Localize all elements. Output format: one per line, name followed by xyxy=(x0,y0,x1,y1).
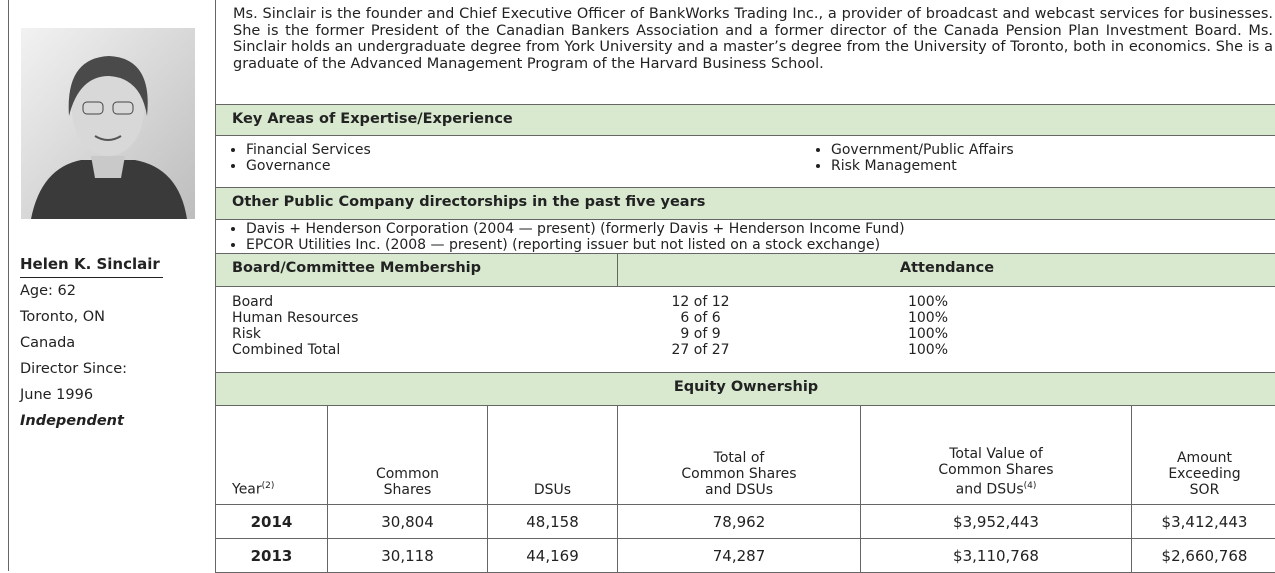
column-header-text: Amount Exceeding SOR xyxy=(1168,450,1241,498)
attendance-rate: 100% xyxy=(907,326,949,342)
profile-details: Age: 62 Toronto, ON Canada Director Since: J… xyxy=(20,278,127,434)
section-header: Equity Ownership xyxy=(215,372,1275,406)
expertise-list: Government/Public AffairsRisk Management xyxy=(801,142,1014,174)
expertise-item: Governance xyxy=(246,158,371,174)
profile-detail: Director Since: xyxy=(20,361,128,377)
column-header: Total Value of Common Shares and DSUs(4) xyxy=(860,405,1132,505)
value-cell: 78,962 xyxy=(617,504,861,539)
meetings: 6 of 6 xyxy=(680,310,721,326)
value-cell: 30,118 xyxy=(327,538,488,573)
committee-column: Board Human Resources Risk Combined Total xyxy=(232,294,612,358)
committee: Human Resources xyxy=(232,310,359,326)
expertise-cell: Financial ServicesGovernance Government/P… xyxy=(215,135,1275,188)
profile-detail: June 1996 xyxy=(20,387,94,403)
expertise-item: Risk Management xyxy=(831,158,1014,174)
value-cell: $3,952,443 xyxy=(860,504,1132,539)
directorship-item: Davis + Henderson Corporation (2004 — pr… xyxy=(246,221,1275,237)
left-rule xyxy=(8,0,9,571)
section-header: Other Public Company directorships in th… xyxy=(215,187,1275,220)
value-cell: $3,412,443 xyxy=(1131,504,1275,539)
value-cell: 30,804 xyxy=(327,504,488,539)
footnote-ref: (4) xyxy=(1023,481,1037,492)
expertise-item: Government/Public Affairs xyxy=(831,142,1014,158)
year-cell: 2014 xyxy=(215,504,328,539)
attendance-rate: 100% xyxy=(907,342,949,358)
committee: Combined Total xyxy=(232,342,341,358)
committee: Board xyxy=(232,294,274,310)
year-cell: 2013 xyxy=(215,538,328,573)
expertise-item: Financial Services xyxy=(246,142,371,158)
column-header-text: Total of Common Shares and DSUs xyxy=(681,450,797,498)
column-header: Total of Common Shares and DSUs xyxy=(617,405,861,505)
bio: Ms. Sinclair is the founder and Chief Ex… xyxy=(215,0,1275,105)
profile-detail: Toronto, ON xyxy=(20,309,106,325)
column-header: Year(2) xyxy=(215,405,328,505)
meetings: 9 of 9 xyxy=(680,326,721,342)
attendance-rate: 100% xyxy=(907,310,949,326)
value-cell: $2,660,768 xyxy=(1131,538,1275,573)
meetings: 27 of 27 xyxy=(671,342,730,358)
value-cell: 44,169 xyxy=(487,538,618,573)
expertise-list: Financial ServicesGovernance xyxy=(216,142,371,174)
column-header: DSUs xyxy=(487,405,618,505)
attendance-rate-column: 100% 100% 100% 100% xyxy=(868,294,988,358)
profile-detail: Age: 62 xyxy=(20,283,76,299)
portrait xyxy=(21,28,195,219)
column-header: Common Shares xyxy=(327,405,488,505)
membership-cell: Board Human Resources Risk Combined Total 12… xyxy=(215,286,1275,373)
attendance-rate: 100% xyxy=(907,294,949,310)
directorship-list: Davis + Henderson Corporation (2004 — pr… xyxy=(216,221,1275,253)
section-header: Attendance xyxy=(617,253,1275,287)
committee: Risk xyxy=(232,326,262,342)
director-name: Helen K. Sinclair xyxy=(20,255,163,278)
profile-detail: Canada xyxy=(20,335,76,351)
column-header-text: DSUs xyxy=(533,482,572,498)
section-header: Key Areas of Expertise/Experience xyxy=(215,104,1275,136)
value-cell: $3,110,768 xyxy=(860,538,1132,573)
column-header: Amount Exceeding SOR xyxy=(1131,405,1275,505)
directorships-cell: Davis + Henderson Corporation (2004 — pr… xyxy=(215,219,1275,254)
column-header-text: Common Shares xyxy=(375,466,440,498)
meetings: 12 of 12 xyxy=(671,294,730,310)
column-header-text: Year(2) xyxy=(232,481,275,498)
section-header: Board/Committee Membership xyxy=(215,253,618,287)
footnote-ref: (2) xyxy=(261,481,275,492)
directorship-item: EPCOR Utilities Inc. (2008 — present) (r… xyxy=(246,237,1275,253)
director-status: Independent xyxy=(20,413,124,429)
column-header-text: Total Value of Common Shares and DSUs(4) xyxy=(938,446,1054,498)
value-cell: 74,287 xyxy=(617,538,861,573)
value-cell: 48,158 xyxy=(487,504,618,539)
